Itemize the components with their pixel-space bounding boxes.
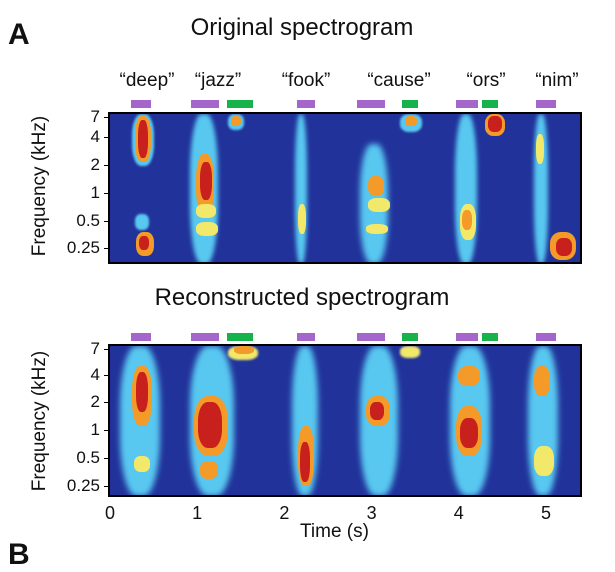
purple-marker — [131, 333, 151, 341]
spectrogram-energy-blob — [368, 176, 384, 196]
y-tick-label: 4 — [90, 365, 100, 384]
purple-marker — [357, 333, 385, 341]
y-tick-mark — [104, 349, 110, 350]
purple-marker — [131, 100, 151, 108]
spectrogram-energy-blob — [295, 114, 307, 262]
y-tick-mark — [104, 402, 110, 403]
y-tick-label: 0.25 — [66, 238, 100, 257]
y-tick-mark — [104, 458, 110, 459]
spectrogram-energy-blob — [136, 372, 148, 412]
next-panel-label: B — [8, 538, 30, 571]
purple-marker — [536, 100, 556, 108]
spectrogram-energy-blob — [370, 402, 384, 420]
purple-marker — [357, 100, 385, 108]
spectrogram-energy-blob — [200, 461, 218, 479]
green-marker — [402, 100, 418, 108]
y-tick-mark — [104, 193, 110, 194]
y-tick-label: 0.5 — [76, 448, 100, 467]
x-tick-label: 0 — [104, 503, 116, 523]
spectrogram-energy-blob — [534, 446, 554, 476]
spectrogram-energy-blob — [200, 162, 212, 200]
y-tick-mark — [104, 165, 110, 166]
spectrogram-energy-blob — [556, 238, 572, 256]
word-label-cause: “cause” — [367, 70, 431, 91]
purple-marker — [456, 333, 478, 341]
y-tick-mark — [104, 221, 110, 222]
purple-marker — [191, 333, 219, 341]
y-axis-label-top: Frequency (kHz) — [29, 115, 51, 257]
y-tick-label: 1 — [90, 183, 100, 202]
y-tick-label: 2 — [90, 155, 100, 174]
reconstructed-spectrogram — [108, 344, 582, 497]
green-marker — [227, 333, 253, 341]
y-tick-mark — [104, 248, 110, 249]
spectrogram-energy-blob — [135, 214, 149, 230]
word-label-nim: “nim” — [535, 70, 579, 91]
spectrogram-energy-blob — [536, 134, 544, 164]
spectrogram-energy-blob — [196, 204, 216, 218]
panel-label: A — [8, 18, 30, 51]
purple-marker — [297, 333, 315, 341]
word-label-jazz: “jazz” — [194, 70, 242, 91]
y-tick-mark — [104, 430, 110, 431]
green-marker — [482, 333, 498, 341]
word-label-fook: “fook” — [281, 70, 331, 91]
spectrogram-energy-blob — [300, 442, 310, 482]
purple-marker — [536, 333, 556, 341]
spectrogram-energy-blob — [400, 346, 420, 358]
y-tick-label: 7 — [90, 339, 100, 358]
spectrogram-energy-blob — [405, 116, 417, 126]
spectrogram-energy-blob — [231, 116, 241, 126]
y-tick-mark — [104, 137, 110, 138]
top-title: Original spectrogram — [190, 14, 414, 41]
y-tick-label: 1 — [90, 420, 100, 439]
y-tick-label: 2 — [90, 392, 100, 411]
original-spectrogram — [108, 112, 582, 264]
spectrogram-energy-blob — [139, 236, 149, 250]
spectrogram-energy-blob — [366, 224, 388, 234]
x-axis-label: Time (s) — [300, 521, 369, 542]
spectrogram-energy-blob — [196, 222, 218, 236]
spectrogram-energy-blob — [134, 456, 150, 472]
spectrogram-energy-blob — [234, 346, 254, 354]
spectrogram-energy-blob — [368, 198, 390, 212]
x-tick-label: 2 — [279, 503, 290, 523]
y-tick-mark — [104, 375, 110, 376]
y-tick-label: 4 — [90, 127, 100, 146]
y-tick-label: 0.25 — [66, 476, 100, 495]
spectrogram-energy-blob — [198, 402, 222, 448]
purple-marker — [456, 100, 478, 108]
green-marker — [402, 333, 418, 341]
word-label-ors: “ors” — [466, 70, 506, 91]
purple-marker — [191, 100, 219, 108]
word-label-deep: “deep” — [119, 70, 175, 91]
spectrogram-energy-blob — [460, 418, 478, 448]
x-tick-label: 4 — [453, 503, 464, 523]
spectrogram-energy-blob — [455, 114, 477, 262]
green-marker — [227, 100, 253, 108]
spectrogram-energy-blob — [488, 116, 502, 132]
bottom-title: Reconstructed spectrogram — [154, 284, 450, 311]
y-tick-label: 7 — [90, 107, 100, 126]
x-tick-label: 3 — [366, 503, 377, 523]
spectrogram-energy-blob — [534, 366, 550, 396]
spectrogram-energy-blob — [298, 204, 306, 234]
y-tick-mark — [104, 117, 110, 118]
spectrogram-energy-blob — [458, 366, 480, 386]
purple-marker — [297, 100, 315, 108]
x-tick-label: 1 — [192, 503, 203, 523]
y-tick-mark — [104, 486, 110, 487]
y-tick-label: 0.5 — [76, 211, 100, 230]
spectrogram-energy-blob — [462, 210, 472, 230]
x-tick-label: 5 — [540, 503, 552, 523]
y-axis-label-bottom: Frequency (kHz) — [29, 350, 51, 492]
green-marker — [482, 100, 498, 108]
spectrogram-energy-blob — [138, 120, 148, 158]
